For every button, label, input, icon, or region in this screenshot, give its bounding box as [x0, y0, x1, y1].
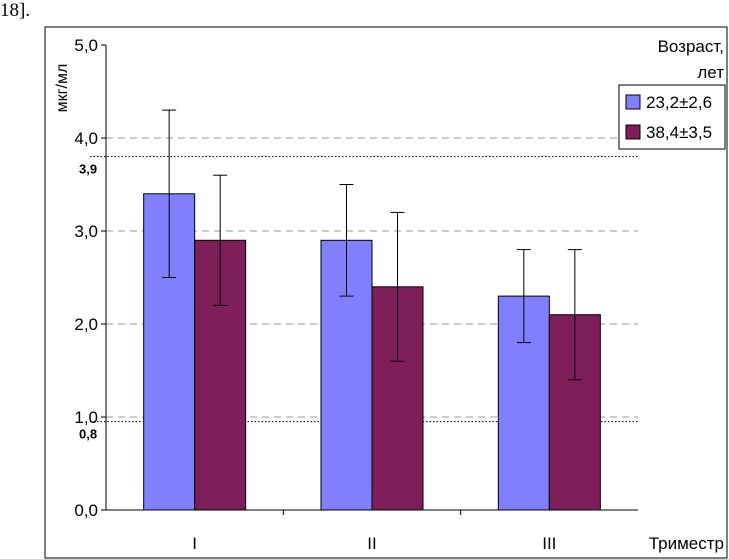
- legend-title-line1: Возраст,: [658, 37, 724, 56]
- y-axis-title: мкг/мл: [54, 64, 71, 113]
- legend-swatch: [625, 94, 641, 110]
- reference-line-label: 3,9: [79, 162, 97, 177]
- y-tick-label: 4,0: [74, 129, 98, 148]
- y-tick-label: 2,0: [74, 315, 98, 334]
- legend-swatch: [625, 124, 641, 140]
- x-axis-title: Триместр: [649, 534, 724, 553]
- legend-label: 38,4±3,5: [646, 123, 712, 142]
- tick-labels: 0,01,02,03,04,05,0I II III: [74, 36, 556, 553]
- x-tick-label: III: [542, 534, 556, 553]
- y-tick-label: 0,0: [74, 501, 98, 520]
- y-tick-label: 1,0: [74, 408, 98, 427]
- y-tick-label: 3,0: [74, 222, 98, 241]
- reference-line-label: 0,8: [79, 427, 97, 442]
- x-tick-label: II: [367, 534, 376, 553]
- y-tick-label: 5,0: [74, 36, 98, 55]
- legend: Возраст, лет 23,2±2,6 38,4±3,5: [618, 37, 726, 150]
- legend-title-line2: лет: [697, 63, 724, 82]
- bars: [143, 193, 601, 511]
- chart-frame: [44, 26, 728, 559]
- x-tick-label: I: [192, 534, 197, 553]
- error-bars: [162, 109, 582, 381]
- axes: [105, 45, 638, 511]
- page-header-text: 18].: [0, 0, 31, 21]
- legend-label: 23,2±2,6: [646, 93, 712, 112]
